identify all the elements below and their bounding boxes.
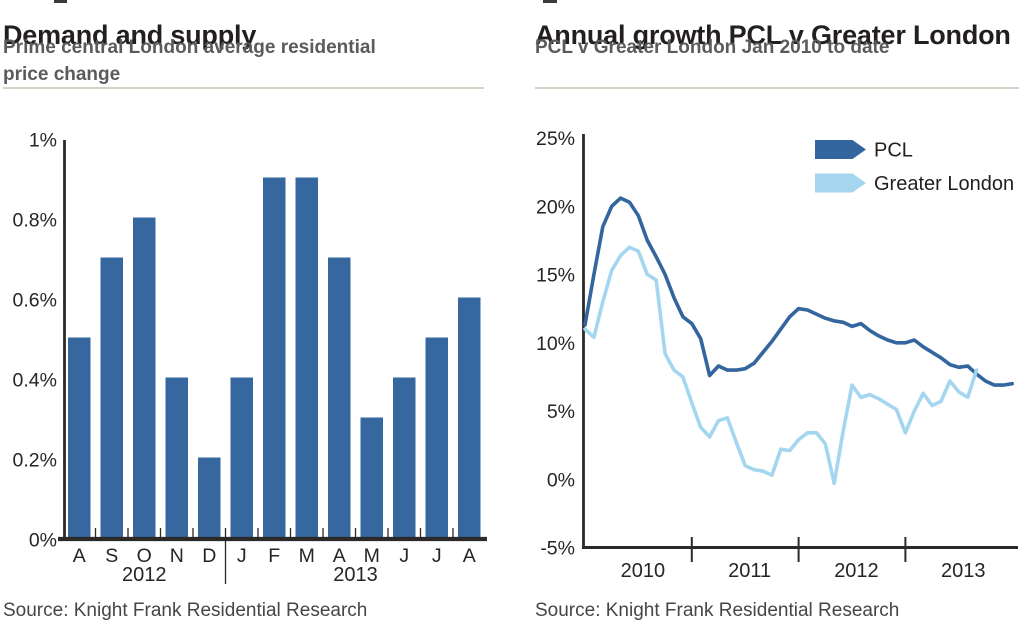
bar-1-S [100,257,123,538]
bar-y-tick-label-0%: 0% [29,530,57,552]
left-chart-subtitle-line2: price change [3,64,121,85]
right-chart-subtitle-line1: PCL v Greater London Jan 2010 to date [535,37,890,58]
bar-y-tick-label-1%: 1% [29,130,57,152]
line-y-tick-label-10%: 10% [536,333,575,355]
bar-month-label-6: F [268,545,280,567]
pcl-line [583,196,1015,387]
greater-london-line [583,245,979,486]
bar-6-F [263,177,286,538]
left-chart-subtitle-line1: Prime central London average residential [3,37,376,58]
bar-5-J [230,377,253,538]
line-y-tick-label-5%: 5% [547,401,575,423]
bar-4-D [198,457,221,538]
bar-3-N [165,377,188,538]
line-year-label-2012: 2012 [834,560,879,582]
bar-y-tick-label-0.4%: 0.4% [13,370,57,392]
bar-month-label-1: S [105,545,118,567]
right-header-rule [535,87,1019,89]
bar-month-label-3: N [170,545,184,567]
bar-month-label-0: A [73,545,86,567]
bar-month-label-9: M [364,545,380,567]
bar-month-label-2: O [137,545,152,567]
cropped-text-artifact [543,0,557,3]
bar-month-label-5: J [237,545,247,567]
left-header-rule [3,87,484,89]
left-chart-subtitle: Prime central London average residential… [3,34,376,88]
line-y-tick-label-15%: 15% [536,265,575,287]
bar-8-A [328,257,351,538]
right-chart-title: Annual growth PCL v Greater London [535,20,1011,51]
bar-month-label-12: A [463,545,476,567]
right-chart-subtitle: PCL v Greater London Jan 2010 to date [535,34,889,61]
bar-year-label-2012: 2012 [122,564,167,586]
bar-y-tick-label-0.6%: 0.6% [13,290,57,312]
line-year-label-2011: 2011 [728,560,771,582]
line-y-tick-label-25%: 25% [536,128,575,150]
left-chart-source: Source: Knight Frank Residential Researc… [3,600,368,621]
bar-9-M [360,417,383,538]
bar-month-label-8: A [333,545,346,567]
bar-y-tick-label-0.8%: 0.8% [13,210,57,232]
bar-2-O [133,217,156,538]
left-chart-title: Demand and supply [3,20,257,51]
legend-marker-greater-london [815,173,866,193]
bar-7-M [295,177,318,538]
bar-0-A [68,337,91,538]
bar-month-label-4: D [202,545,216,567]
bar-month-label-11: J [432,545,442,567]
line-y-tick-label-20%: 20% [536,196,575,218]
bar-y-tick-label-0.2%: 0.2% [13,450,57,472]
line-y-tick-label--5%: -5% [540,538,575,560]
line-year-label-2013: 2013 [941,560,986,582]
bar-10-J [393,377,416,538]
right-chart-source: Source: Knight Frank Residential Researc… [535,600,900,621]
legend-label-pcl: PCL [874,140,913,162]
bar-12-A [458,297,481,538]
line-year-label-2010: 2010 [621,560,666,582]
bar-month-label-10: J [399,545,409,567]
bar-year-label-2013: 2013 [333,564,378,586]
cropped-text-artifact [54,0,67,3]
bar-11-J [425,337,448,538]
legend-label-greater-london: Greater London [874,173,1014,195]
bar-month-label-7: M [299,545,315,567]
line-y-tick-label-0%: 0% [547,469,575,491]
legend-marker-pcl [815,140,866,159]
